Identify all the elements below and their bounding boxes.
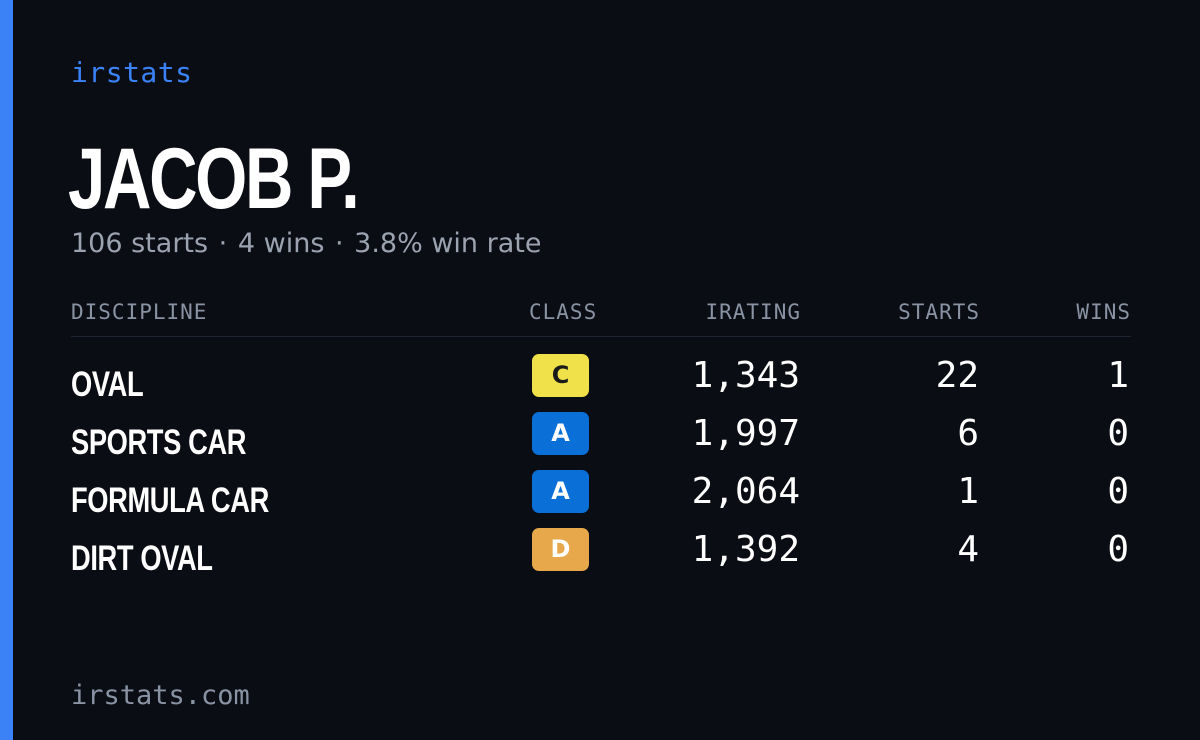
starts-value: 4 bbox=[957, 529, 979, 570]
summary-separator: · bbox=[218, 228, 228, 259]
discipline-name: DIRT OVAL bbox=[71, 539, 213, 578]
irating-value: 1,997 bbox=[691, 413, 800, 454]
discipline-table: OVAL C 1,343 22 1 SPORTS CAR A 1,997 6 0… bbox=[71, 352, 1131, 584]
table-row: OVAL C 1,343 22 1 bbox=[71, 352, 1131, 410]
starts-value: 1 bbox=[957, 471, 979, 512]
irating-value: 2,064 bbox=[691, 471, 800, 512]
starts-value: 6 bbox=[957, 413, 979, 454]
irating-value: 1,392 bbox=[691, 529, 800, 570]
license-class-badge: A bbox=[532, 470, 589, 513]
column-header-starts: STARTS bbox=[898, 300, 980, 324]
license-class-badge: A bbox=[532, 412, 589, 455]
discipline-name: FORMULA CAR bbox=[71, 481, 269, 520]
summary-wins: 4 wins bbox=[237, 228, 325, 259]
column-header-wins: WINS bbox=[1076, 300, 1131, 324]
summary-separator: · bbox=[334, 228, 344, 259]
license-class-badge: C bbox=[532, 354, 589, 397]
table-header: DISCIPLINE CLASS IRATING STARTS WINS bbox=[71, 300, 1131, 337]
player-summary: 106 starts · 4 wins · 3.8% win rate bbox=[71, 228, 541, 259]
irating-value: 1,343 bbox=[691, 355, 800, 396]
wins-value: 1 bbox=[1107, 355, 1129, 396]
table-row: DIRT OVAL D 1,392 4 0 bbox=[71, 526, 1131, 584]
starts-value: 22 bbox=[935, 355, 979, 396]
column-header-irating: IRATING bbox=[705, 300, 801, 324]
column-header-class: CLASS bbox=[529, 300, 598, 324]
footer-url: irstats.com bbox=[71, 680, 250, 711]
table-row: FORMULA CAR A 2,064 1 0 bbox=[71, 468, 1131, 526]
summary-win-rate: 3.8% win rate bbox=[354, 228, 542, 259]
wins-value: 0 bbox=[1107, 413, 1129, 454]
license-class-badge: D bbox=[532, 528, 589, 571]
wins-value: 0 bbox=[1107, 529, 1129, 570]
brand-logo-text: irstats bbox=[71, 56, 193, 89]
wins-value: 0 bbox=[1107, 471, 1129, 512]
accent-bar bbox=[0, 0, 13, 740]
player-name: JACOB P. bbox=[68, 131, 360, 227]
table-row: SPORTS CAR A 1,997 6 0 bbox=[71, 410, 1131, 468]
column-header-discipline: DISCIPLINE bbox=[71, 300, 208, 324]
discipline-name: SPORTS CAR bbox=[71, 423, 247, 462]
summary-starts: 106 starts bbox=[71, 228, 209, 259]
discipline-name: OVAL bbox=[71, 365, 144, 404]
